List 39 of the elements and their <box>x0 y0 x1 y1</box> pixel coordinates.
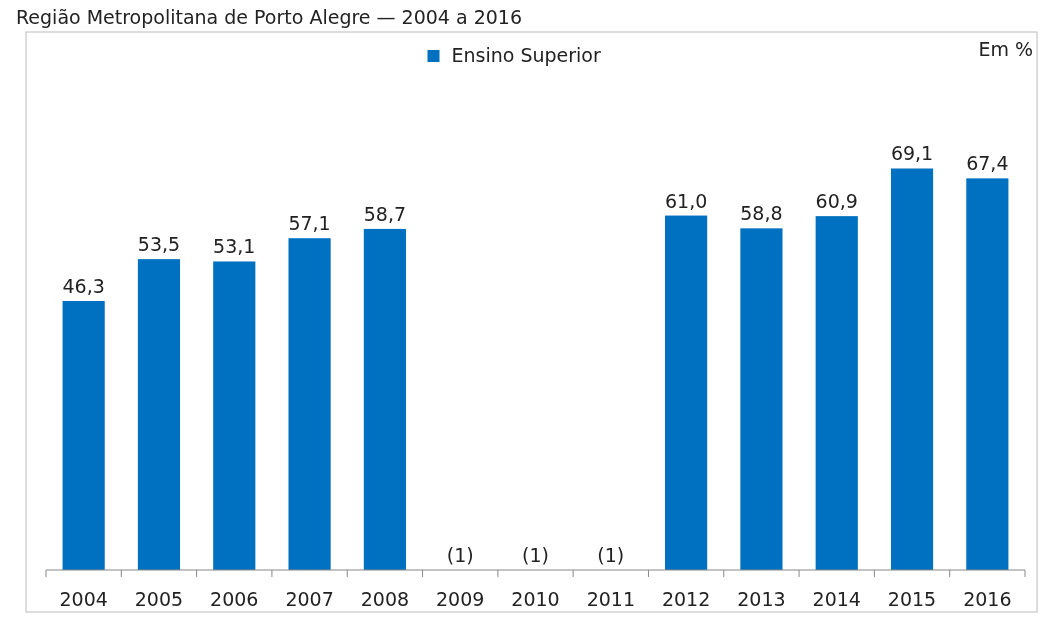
data-label: 61,0 <box>664 189 708 212</box>
x-tick-label: 2006 <box>210 588 259 610</box>
text: (1) <box>597 544 625 566</box>
x-tick-label: 2015 <box>887 588 937 610</box>
text: (1) <box>446 544 474 566</box>
x-tick-label: 2013 <box>737 588 786 610</box>
x-tick-label: 2011 <box>586 588 635 610</box>
bar <box>966 178 1009 570</box>
data-label: 58,7 <box>363 202 407 225</box>
chart-title: Região Metropolitana de Porto Alegre — 2004 a 2016 <box>16 6 523 28</box>
x-tick-label: 2004 <box>59 588 108 610</box>
data-label: 53,5 <box>137 233 181 256</box>
text: (1) <box>522 544 549 566</box>
bar <box>665 215 708 570</box>
x-tick-label: 2005 <box>134 588 184 610</box>
bar <box>137 259 181 570</box>
bar <box>62 300 105 570</box>
x-tick-label: 2014 <box>812 588 861 610</box>
bar <box>363 228 406 570</box>
x-tick-label: 2016 <box>963 588 1012 610</box>
bar <box>890 168 934 570</box>
x-tick-label: 2007 <box>285 588 334 610</box>
data-label: 60,9 <box>815 190 858 213</box>
x-tick-label: 2012 <box>661 588 711 610</box>
bar <box>213 261 256 570</box>
bar <box>740 228 783 570</box>
legend-label: Ensino Superior <box>451 44 601 66</box>
x-tick-label: 2009 <box>436 588 485 610</box>
data-label: 58,8 <box>740 202 783 225</box>
data-label: 69,1 <box>890 142 934 165</box>
bar <box>288 238 331 570</box>
data-label: 53,1 <box>213 235 256 258</box>
data-label: 46,3 <box>62 274 105 297</box>
x-tick-label: 2010 <box>511 588 560 610</box>
data-label: 67,4 <box>966 152 1009 175</box>
x-tick-label: 2008 <box>360 588 410 610</box>
text: Em % <box>978 38 1033 60</box>
data-label: 57,1 <box>288 212 331 235</box>
bar <box>815 216 858 570</box>
